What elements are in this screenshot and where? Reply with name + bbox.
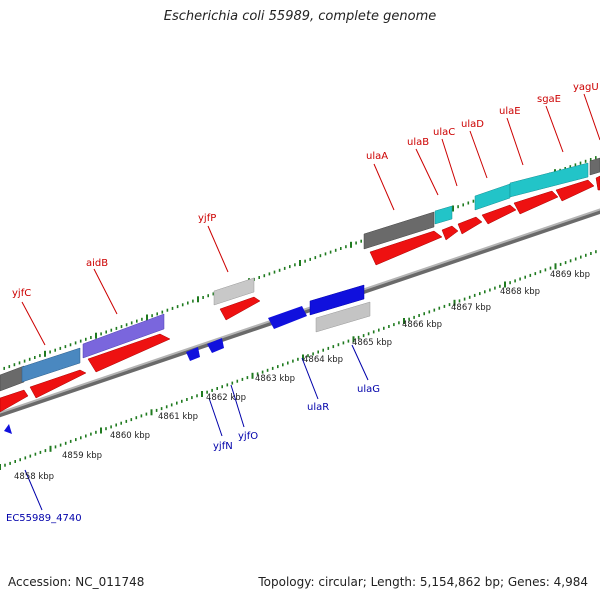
gene-block[interactable] (0, 365, 25, 392)
kbp-label: 4869 kbp (550, 270, 590, 280)
gene-track-upper (0, 157, 600, 392)
kbp-label: 4858 kbp (14, 472, 54, 482)
gene-labels-forward: yjfC aidB yjfP ulaA ulaB ulaC ulaD ulaE … (12, 82, 599, 299)
kbp-scale: 4858 kbp 4859 kbp 4860 kbp 4861 kbp 4862… (14, 270, 590, 482)
gene-arrow[interactable] (441, 225, 459, 241)
kbp-label: 4861 kbp (158, 412, 198, 422)
gene-label-ulaR[interactable]: ulaR (307, 402, 329, 413)
gene-label-yjfC[interactable]: yjfC (12, 288, 31, 299)
kbp-label: 4868 kbp (500, 287, 540, 297)
gene-label-yjfN[interactable]: yjfN (213, 441, 233, 452)
gene-label-ulaD[interactable]: ulaD (461, 119, 484, 130)
gene-block[interactable] (434, 205, 453, 225)
kbp-label: 4862 kbp (206, 393, 246, 403)
gene-label-ulaB[interactable]: ulaB (407, 137, 429, 148)
gene-arrow[interactable] (219, 296, 261, 321)
kbp-label: 4864 kbp (303, 355, 343, 365)
gene-block[interactable] (363, 211, 435, 250)
gene-arrow[interactable] (369, 230, 443, 266)
gene-block[interactable] (309, 284, 365, 316)
gene-arrow[interactable] (268, 306, 307, 329)
kbp-label: 4866 kbp (402, 320, 442, 330)
gene-arrow[interactable] (4, 424, 12, 434)
gene-arrow[interactable] (29, 369, 87, 399)
gene-label-yjfO[interactable]: yjfO (238, 431, 258, 442)
accession-label: Accession: NC_011748 (8, 575, 145, 589)
gene-arrow[interactable] (186, 347, 200, 361)
kbp-label: 4867 kbp (451, 303, 491, 313)
kbp-label: 4860 kbp (110, 431, 150, 441)
gene-track-blue (4, 306, 307, 434)
gene-arrow[interactable] (595, 175, 600, 191)
gene-arrow[interactable] (87, 333, 171, 373)
gene-labels-reverse: EC55989_4740 yjfN yjfO ulaR ulaG (6, 384, 380, 524)
gene-label-aidB[interactable]: aidB (86, 258, 108, 269)
gene-block[interactable] (21, 347, 81, 383)
gene-label-yjfP[interactable]: yjfP (198, 213, 216, 224)
lower-tick-track (0, 250, 597, 470)
gene-arrow[interactable] (555, 179, 595, 202)
kbp-label: 4859 kbp (62, 451, 102, 461)
gene-label-ulaA[interactable]: ulaA (366, 151, 388, 162)
kbp-label: 4863 kbp (255, 374, 295, 384)
gene-label-ulaG[interactable]: ulaG (357, 384, 380, 395)
gene-block[interactable] (474, 183, 511, 211)
gene-label-ulaE[interactable]: ulaE (499, 106, 521, 117)
gene-label-ulaC[interactable]: ulaC (433, 127, 455, 138)
gene-arrow[interactable] (457, 216, 483, 235)
topology-label: Topology: circular; Length: 5,154,862 bp… (258, 575, 588, 589)
gene-arrow[interactable] (513, 190, 559, 215)
gene-arrow[interactable] (207, 338, 224, 353)
gene-arrow[interactable] (481, 204, 517, 225)
gene-label-yagU[interactable]: yagU (573, 82, 599, 93)
gene-label-sgaE[interactable]: sgaE (537, 94, 561, 105)
map-title: Escherichia coli 55989, complete genome (163, 9, 437, 24)
gene-block[interactable] (509, 162, 589, 198)
gene-block[interactable] (315, 301, 371, 333)
gene-block[interactable] (82, 313, 165, 359)
gene-track-red (0, 175, 600, 413)
label-leaders (21, 93, 600, 511)
gene-block[interactable] (589, 157, 600, 176)
kbp-label: 4865 kbp (352, 338, 392, 348)
gene-block[interactable] (213, 277, 255, 306)
gene-label-EC55989_4740[interactable]: EC55989_4740 (6, 513, 82, 524)
gene-arrow[interactable] (0, 389, 29, 413)
